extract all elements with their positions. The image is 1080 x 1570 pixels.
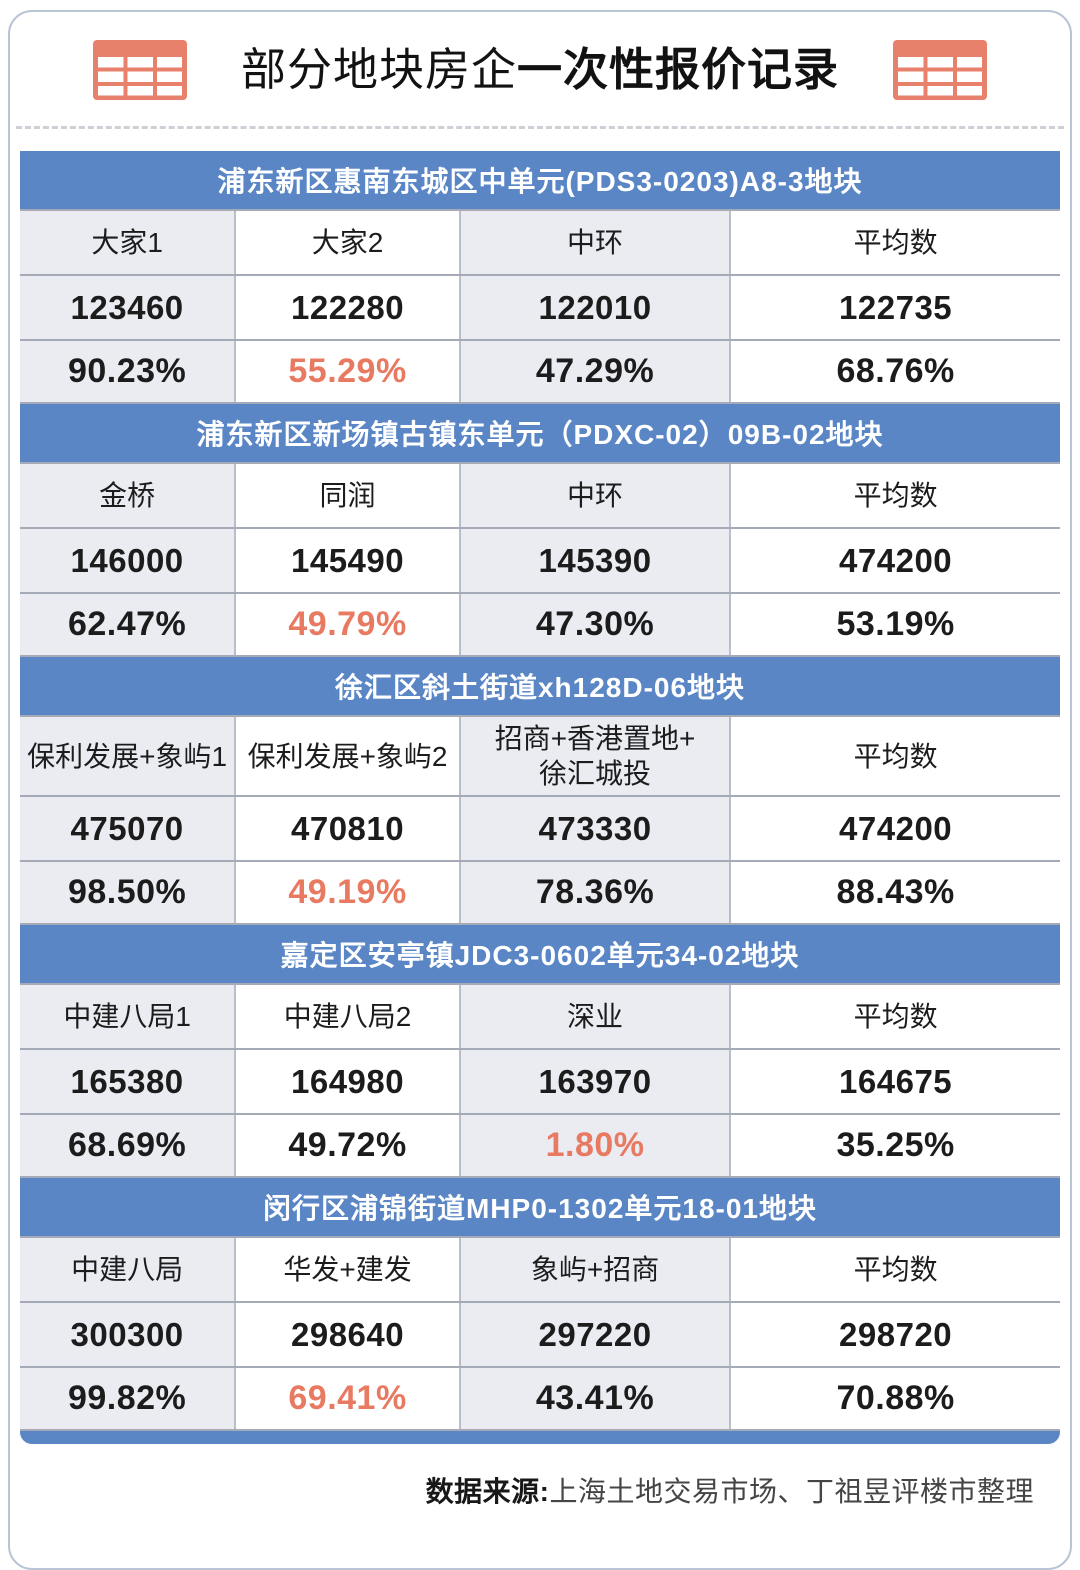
table-row: 90.23% 55.29% 47.29% 68.76% [20,339,1060,404]
bid-value-cell: 298720 [729,1303,1060,1366]
pct-cell: 88.43% [729,862,1060,923]
quote-table-sections: 浦东新区惠南东城区中单元(PDS3-0203)A8-3地块 大家1 大家2 中环 平均数… [20,151,1060,1431]
plot-title: 闵行区浦锦街道MHP0-1302单元18-01地块 [20,1178,1060,1236]
company-name-cell: 同润 [234,464,459,527]
pct-cell: 68.69% [20,1115,235,1176]
company-name-cell: 招商+香港置地+ 徐汇城投 [458,717,730,795]
bid-value-cell: 165380 [20,1050,235,1113]
page-title-text: 部分地块房企 [240,44,517,95]
bid-value-cell: 122010 [458,276,730,339]
bid-value-cell: 473330 [458,797,730,860]
company-name-cell: 保利发展+象屿2 [234,717,459,795]
source-text: 上海土地交易市场、丁祖昱评楼市整理 [549,1476,1034,1507]
company-name-cell: 深业 [458,985,730,1048]
company-name-cell: 中建八局1 [20,985,235,1048]
table-row: 98.50% 49.19% 78.36% 88.43% [20,860,1060,925]
table-row: 中建八局 华发+建发 象屿+招商 平均数 [20,1236,1060,1301]
company-name-cell: 金桥 [20,464,235,527]
pct-cell: 53.19% [729,594,1060,655]
pct-cell: 70.88% [729,1368,1060,1429]
pct-cell: 35.25% [729,1115,1060,1176]
land-plot-section: 浦东新区新场镇古镇东单元（PDXC-02）09B-02地块 金桥 同润 中环 平均数 14… [20,404,1060,657]
source-label: 数据来源: [425,1476,550,1507]
table-row: 保利发展+象屿1 保利发展+象屿2 招商+香港置地+ 徐汇城投 平均数 [20,715,1060,795]
pct-cell: 62.47% [20,594,235,655]
company-name-cell: 中环 [458,464,730,527]
bid-value-cell: 122280 [234,276,459,339]
pct-cell: 49.19% [234,862,459,923]
company-name-cell: 大家1 [20,211,235,274]
company-name-cell: 平均数 [729,211,1060,274]
infographic-card: 部分地块房企一次性报价记录 浦东新区惠南东城区中单元(PDS3-0203)A8-… [8,10,1072,1570]
bid-value-cell: 146000 [20,529,235,592]
table-bottom-bar [20,1431,1060,1444]
land-plot-section: 浦东新区惠南东城区中单元(PDS3-0203)A8-3地块 大家1 大家2 中环 平均数… [20,151,1060,404]
table-row: 中建八局1 中建八局2 深业 平均数 [20,983,1060,1048]
bid-value-cell: 123460 [20,276,235,339]
divider [16,126,1064,129]
pct-cell: 90.23% [20,341,235,402]
pct-cell: 69.41% [234,1368,459,1429]
page-title-emphasis: 一次性报价记录 [517,44,840,95]
land-plot-section: 嘉定区安亭镇JDC3-0602单元34-02地块 中建八局1 中建八局2 深业 平均数 1… [20,925,1060,1178]
pct-cell: 55.29% [234,341,459,402]
pct-cell: 47.30% [458,594,730,655]
company-name-cell: 象屿+招商 [458,1238,730,1301]
company-name-cell: 华发+建发 [234,1238,459,1301]
footer: 数据来源:上海土地交易市场、丁祖昱评楼市整理 [10,1444,1070,1510]
bid-value-cell: 300300 [20,1303,235,1366]
table-row: 300300 298640 297220 298720 [20,1301,1060,1366]
bid-value-cell: 145390 [458,529,730,592]
pct-cell: 49.72% [234,1115,459,1176]
company-name-cell: 大家2 [234,211,459,274]
pct-cell: 43.41% [458,1368,730,1429]
land-plot-section: 徐汇区斜土街道xh128D-06地块 保利发展+象屿1 保利发展+象屿2 招商+香港置… [20,657,1060,925]
bid-value-cell: 474200 [729,529,1060,592]
company-name-cell: 平均数 [729,985,1060,1048]
bid-value-cell: 475070 [20,797,235,860]
bid-value-cell: 297220 [458,1303,730,1366]
bid-value-cell: 145490 [234,529,459,592]
table-row: 146000 145490 145390 474200 [20,527,1060,592]
company-name-cell: 中环 [458,211,730,274]
table-row: 475070 470810 473330 474200 [20,795,1060,860]
company-name-cell: 保利发展+象屿1 [20,717,235,795]
plot-title: 浦东新区惠南东城区中单元(PDS3-0203)A8-3地块 [20,151,1060,209]
pct-cell: 99.82% [20,1368,235,1429]
land-plot-section: 闵行区浦锦街道MHP0-1302单元18-01地块 中建八局 华发+建发 象屿+招商平… [20,1178,1060,1431]
page-title: 部分地块房企一次性报价记录 [241,42,839,98]
company-name-cell: 平均数 [729,464,1060,527]
company-name-cell: 中建八局2 [234,985,459,1048]
pct-cell: 78.36% [458,862,730,923]
plot-title: 嘉定区安亭镇JDC3-0602单元34-02地块 [20,925,1060,983]
bid-value-cell: 164980 [234,1050,459,1113]
bid-value-cell: 470810 [234,797,459,860]
bid-value-cell: 164675 [729,1050,1060,1113]
quote-table: 浦东新区惠南东城区中单元(PDS3-0203)A8-3地块 大家1 大家2 中环 平均数… [20,151,1060,1444]
table-row: 大家1 大家2 中环 平均数 [20,209,1060,274]
plot-title: 浦东新区新场镇古镇东单元（PDXC-02）09B-02地块 [20,404,1060,462]
bid-value-cell: 122735 [729,276,1060,339]
company-name-cell: 平均数 [729,717,1060,795]
table-row: 金桥 同润 中环 平均数 [20,462,1060,527]
pct-cell: 49.79% [234,594,459,655]
table-row: 165380 164980 163970 164675 [20,1048,1060,1113]
pct-cell: 98.50% [20,862,235,923]
table-icon [92,40,187,100]
title-bar: 部分地块房企一次性报价记录 [10,12,1070,100]
table-row: 99.82% 69.41% 43.41% 70.88% [20,1366,1060,1431]
table-row: 123460 122280 122010 122735 [20,274,1060,339]
table-row: 62.47% 49.79% 47.30% 53.19% [20,592,1060,657]
company-name-cell: 平均数 [729,1238,1060,1301]
pct-cell: 68.76% [729,341,1060,402]
pct-cell: 1.80% [458,1115,730,1176]
plot-title: 徐汇区斜土街道xh128D-06地块 [20,657,1060,715]
pct-cell: 47.29% [458,341,730,402]
table-row: 68.69% 49.72% 1.80% 35.25% [20,1113,1060,1178]
table-icon [893,40,988,100]
bid-value-cell: 163970 [458,1050,730,1113]
bid-value-cell: 474200 [729,797,1060,860]
bid-value-cell: 298640 [234,1303,459,1366]
company-name-cell: 中建八局 [20,1238,235,1301]
